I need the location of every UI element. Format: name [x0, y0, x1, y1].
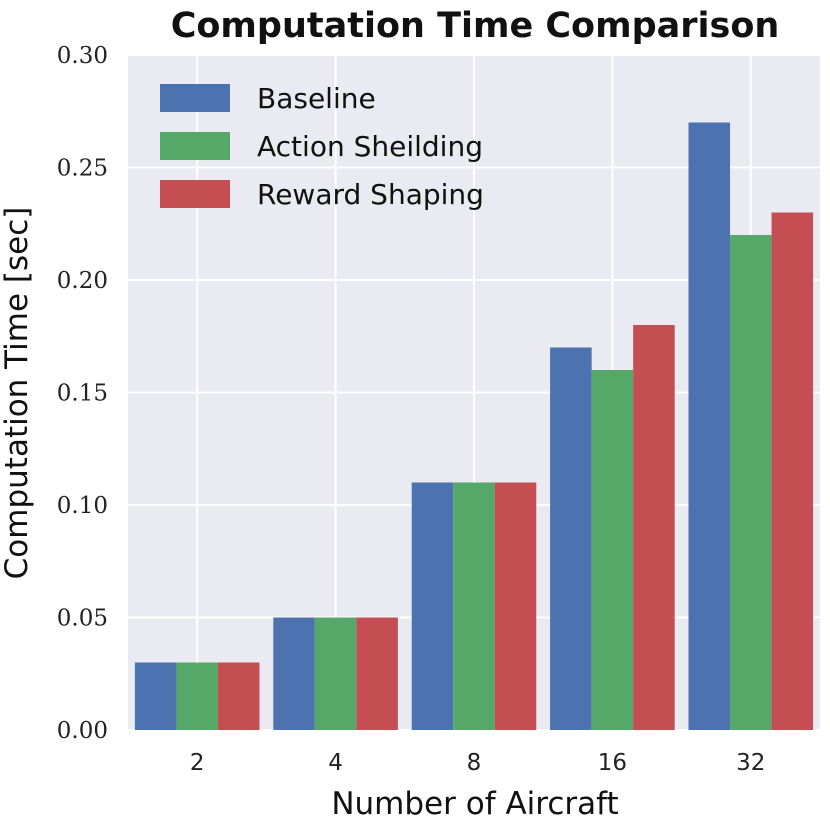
x-axis-label: Number of Aircraft: [331, 786, 618, 822]
y-tick-label: 0.30: [57, 43, 108, 69]
bar: [494, 482, 537, 730]
legend-label: Reward Shaping: [257, 178, 484, 211]
bar: [771, 212, 814, 730]
legend-swatch: [160, 84, 230, 112]
x-tick-label: 16: [598, 750, 627, 776]
x-tick-label: 2: [190, 750, 205, 776]
bar: [411, 482, 454, 730]
y-tick-label: 0.20: [57, 268, 108, 294]
bar: [273, 617, 315, 730]
y-axis-ticks: 0.00 0.05 0.10 0.15 0.20 0.25 0.30: [57, 43, 108, 744]
chart-title: Computation Time Comparison: [171, 6, 780, 46]
bar-group: [134, 122, 814, 730]
y-tick-label: 0.25: [57, 156, 108, 182]
y-tick-label: 0.10: [57, 493, 108, 519]
legend-label: Baseline: [257, 82, 376, 115]
bar: [591, 370, 634, 730]
x-tick-label: 8: [467, 750, 482, 776]
bar: [134, 662, 177, 730]
bar: [217, 662, 260, 730]
y-tick-label: 0.00: [57, 718, 108, 744]
bar: [730, 235, 772, 730]
legend-label: Action Sheilding: [257, 130, 483, 163]
bar: [453, 482, 495, 730]
bar: [633, 325, 675, 730]
legend-swatch: [160, 180, 230, 208]
bar: [314, 617, 357, 730]
x-axis-ticks: 2 4 8 16 32: [190, 750, 766, 776]
legend: Baseline Action Sheilding Reward Shaping: [160, 82, 484, 211]
bar: [688, 122, 731, 730]
y-tick-label: 0.15: [57, 381, 108, 407]
bar: [550, 347, 592, 730]
y-axis-label: Computation Time [sec]: [0, 207, 35, 580]
bar: [176, 662, 218, 730]
y-tick-label: 0.05: [57, 606, 108, 632]
bar: [356, 617, 398, 730]
x-tick-label: 32: [736, 750, 765, 776]
x-tick-label: 4: [328, 750, 343, 776]
legend-swatch: [160, 132, 230, 160]
